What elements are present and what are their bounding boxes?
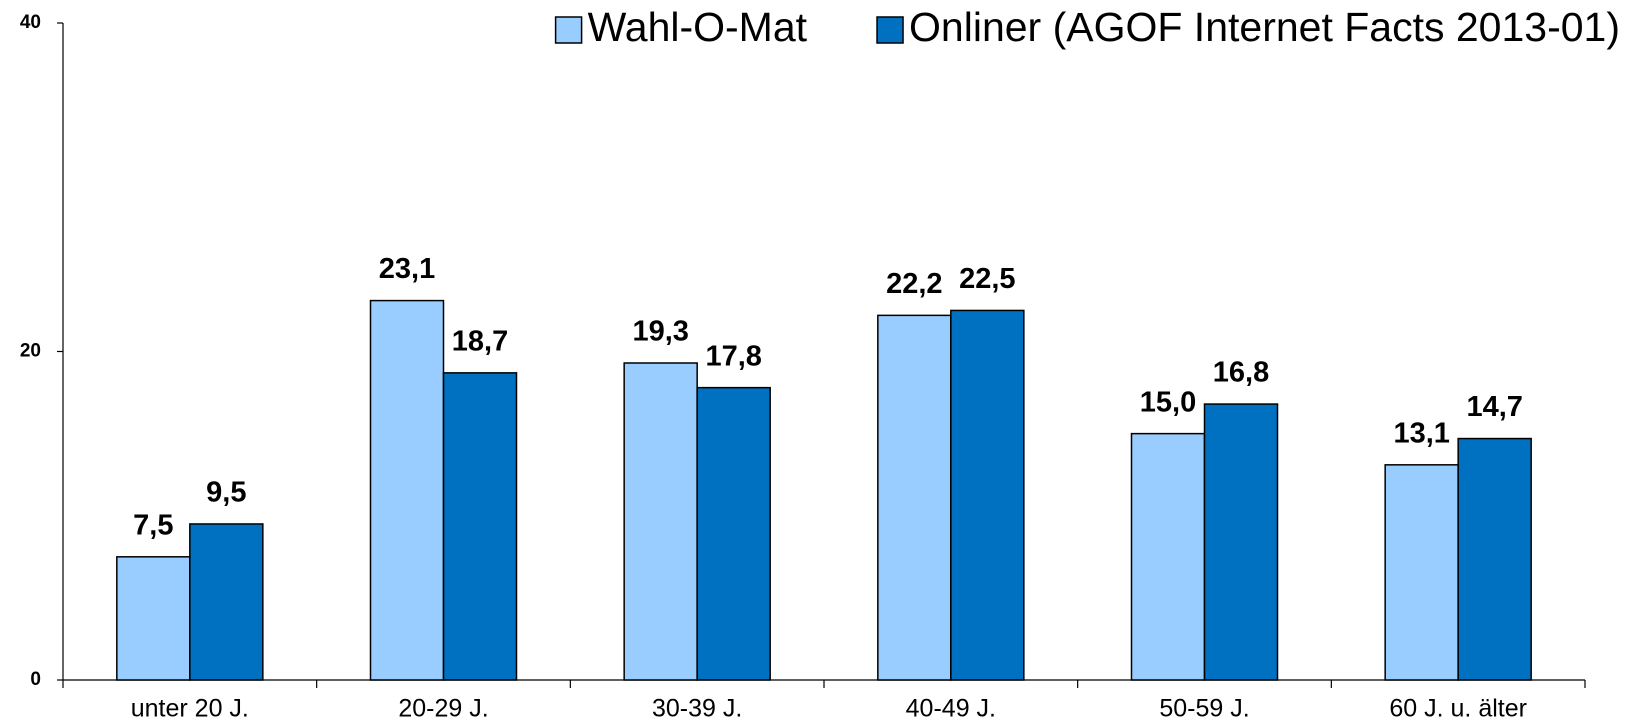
bar: [442, 372, 518, 681]
data-label: 22,5: [959, 263, 1015, 295]
x-tick-label: 50-59 J.: [1159, 695, 1249, 723]
y-tick-label: 0: [30, 669, 41, 690]
data-label: 23,1: [379, 253, 435, 285]
bar: [116, 556, 191, 681]
data-label: 15,0: [1140, 386, 1196, 418]
data-label: 9,5: [206, 477, 246, 509]
y-tick-label: 40: [20, 12, 41, 33]
legend-swatch: [876, 16, 904, 44]
x-tick-label: unter 20 J.: [131, 695, 249, 723]
bar: [1457, 437, 1532, 681]
bar: [877, 314, 952, 681]
data-label: 17,8: [705, 340, 761, 372]
x-tick-label: 60 J. u. älter: [1389, 695, 1527, 723]
data-label: 19,3: [632, 316, 688, 348]
data-label: 18,7: [452, 326, 508, 358]
bar: [1384, 464, 1459, 681]
bar: [369, 299, 445, 681]
legend-label: Onliner (AGOF Internet Facts 2013-01): [909, 4, 1620, 50]
x-tick-label: 20-29 J.: [398, 695, 488, 723]
bar: [696, 386, 771, 681]
bar: [1130, 432, 1206, 681]
data-label: 22,2: [886, 268, 942, 300]
bar: [1203, 403, 1279, 681]
legend-swatch: [554, 16, 583, 44]
bar: [623, 362, 698, 681]
data-label: 14,7: [1466, 391, 1522, 423]
data-label: 13,1: [1393, 417, 1449, 449]
x-tick-label: 30-39 J.: [652, 695, 742, 723]
data-label: 16,8: [1213, 357, 1269, 389]
data-label: 7,5: [133, 509, 173, 541]
x-tick-label: 40-49 J.: [906, 695, 996, 723]
legend-label: Wahl-O-Mat: [588, 4, 808, 50]
bar: [950, 309, 1025, 681]
bar: [189, 523, 264, 681]
y-tick-label: 20: [20, 341, 41, 362]
